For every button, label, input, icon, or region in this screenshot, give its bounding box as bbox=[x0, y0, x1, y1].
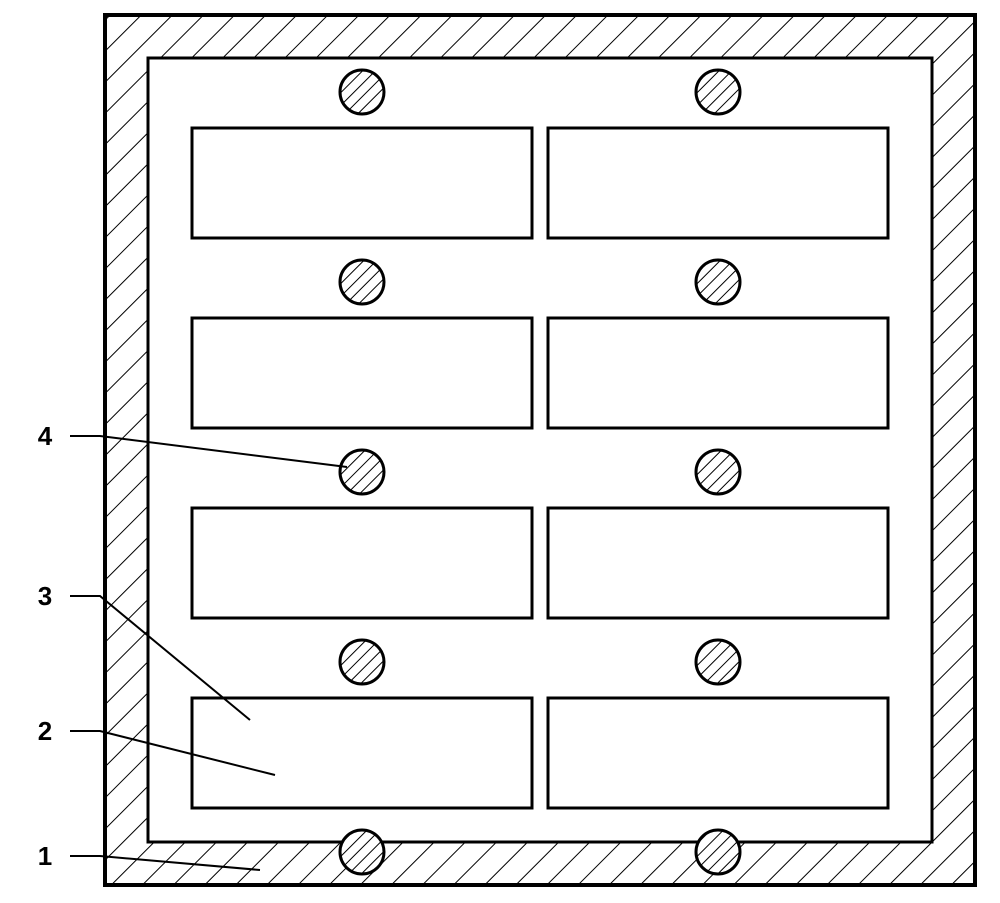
slot-rect bbox=[548, 698, 888, 808]
hatched-circle bbox=[340, 640, 384, 684]
callout-label-4: 4 bbox=[38, 421, 53, 451]
hatched-circle bbox=[696, 260, 740, 304]
hatched-circle bbox=[696, 70, 740, 114]
hatched-circle bbox=[696, 830, 740, 874]
slot-rect bbox=[192, 128, 532, 238]
slot-rect bbox=[192, 318, 532, 428]
callout-label-3: 3 bbox=[38, 581, 52, 611]
slot-rect bbox=[548, 128, 888, 238]
callout-label-1: 1 bbox=[38, 841, 52, 871]
hatched-circle bbox=[340, 70, 384, 114]
hatched-circle bbox=[340, 450, 384, 494]
hatched-circle bbox=[340, 260, 384, 304]
slot-rect bbox=[548, 508, 888, 618]
hatched-circle bbox=[696, 640, 740, 684]
hatched-circle bbox=[696, 450, 740, 494]
slot-rect bbox=[192, 508, 532, 618]
slot-rect bbox=[548, 318, 888, 428]
hatched-circle bbox=[340, 830, 384, 874]
callout-label-2: 2 bbox=[38, 716, 52, 746]
